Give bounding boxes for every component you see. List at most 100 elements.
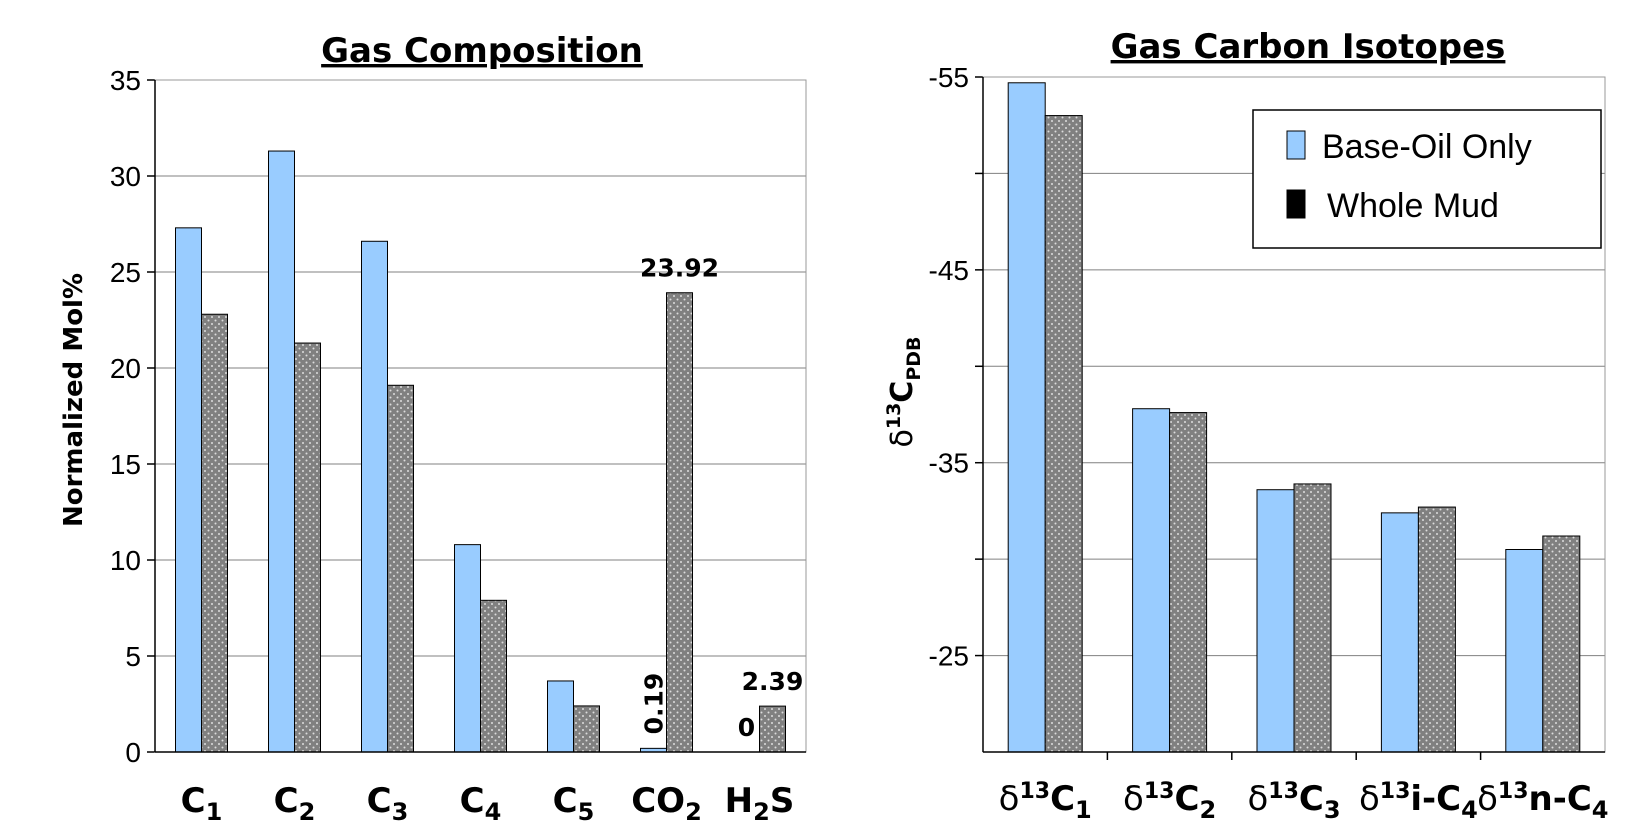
x-category-base: C <box>1050 779 1075 819</box>
x-category-label: H2S <box>725 781 795 823</box>
bar-whole-mud-3 <box>480 599 507 753</box>
x-category-delta: δ <box>999 779 1020 819</box>
legend-swatch-base-oil <box>1286 130 1306 160</box>
isotopes-y-label-delta: δ <box>885 429 920 447</box>
bar-whole-mud-2 <box>1293 483 1332 753</box>
x-category-sup: 13 <box>1498 779 1529 804</box>
gas-carbon-isotopes-title: Gas Carbon Isotopes <box>1111 27 1506 67</box>
x-category-sub: 1 <box>206 798 223 823</box>
bar-base-oil-3 <box>1380 512 1419 753</box>
x-category-base: C <box>460 781 485 821</box>
y-tick-label: 30 <box>110 161 141 192</box>
isotopes-y-label-sup: 13 <box>883 403 905 429</box>
x-category-sub: 2 <box>753 798 770 823</box>
data-label: 0.19 <box>640 673 669 735</box>
x-category-delta: δ <box>1247 779 1268 819</box>
bar-whole-mud-6 <box>759 705 786 753</box>
bar-whole-mud-4 <box>1542 535 1581 753</box>
gas-composition-y-ticks: 0 5 10 15 20 25 30 35 <box>110 65 155 768</box>
x-category-sub: 4 <box>1461 796 1478 823</box>
bar-base-oil-4 <box>1505 549 1544 753</box>
bar-base-oil-1 <box>1132 408 1171 753</box>
x-category-label: C3 <box>367 781 409 823</box>
x-category-sub: 2 <box>1199 796 1216 823</box>
x-category-sub: 2 <box>685 798 702 823</box>
x-category-label: δ13C2 <box>1123 779 1216 823</box>
gas-composition-x-labels: C1 C2 C3 C4 C5 CO2 H2S <box>181 781 795 823</box>
bar-whole-mud-0 <box>1044 115 1083 753</box>
x-category-label: δ13C1 <box>999 779 1092 823</box>
isotopes-legend: Base-Oil Only Whole Mud <box>1252 109 1602 249</box>
x-category-sub: 3 <box>392 798 409 823</box>
isotopes-y-ticks: -25 -35 -45 -55 <box>929 62 969 672</box>
x-category-label: C1 <box>181 781 223 823</box>
x-category-label: C5 <box>553 781 595 823</box>
isotopes-y-label-sub: PDB <box>903 336 925 380</box>
bar-base-oil-3 <box>454 544 481 753</box>
bar-whole-mud-5 <box>666 292 693 753</box>
bar-whole-mud-1 <box>1169 412 1208 753</box>
legend-swatch-whole-mud <box>1286 189 1306 219</box>
y-tick-label: 15 <box>110 449 141 480</box>
y-tick-label: 25 <box>110 257 141 288</box>
x-category-delta: δ <box>1359 779 1380 819</box>
isotopes-y-axis-label: δ13CPDB <box>883 336 925 447</box>
y-tick-label: -35 <box>929 448 969 479</box>
gas-composition-chart: Gas Composition Normalized Mol% 05101520… <box>59 31 807 823</box>
isotopes-y-label-main: C <box>885 381 920 403</box>
x-category-delta: δ <box>1123 779 1144 819</box>
legend-label-base-oil: Base-Oil Only <box>1322 128 1532 166</box>
y-tick-label: 10 <box>110 545 141 576</box>
x-category-sub: 2 <box>299 798 316 823</box>
x-category-sup: 13 <box>1019 779 1050 804</box>
isotopes-bars <box>1007 82 1581 753</box>
x-category-base: C <box>181 781 206 821</box>
x-category-sub: 5 <box>578 798 595 823</box>
gas-composition-data-labels: 23.92 0.19 0 2.39 <box>640 254 804 742</box>
x-category-base: C <box>1174 779 1199 819</box>
x-category-sup: 13 <box>1268 779 1299 804</box>
x-category-sub: 3 <box>1324 796 1341 823</box>
gas-composition-bars <box>175 150 786 753</box>
x-category-sub: 1 <box>1075 796 1092 823</box>
x-category-sup: 13 <box>1380 779 1411 804</box>
x-category-base: C <box>367 781 392 821</box>
x-category-label: δ13n-C4 <box>1477 779 1608 823</box>
gas-composition-title: Gas Composition <box>321 31 643 71</box>
x-category-label: δ13C3 <box>1247 779 1340 823</box>
legend-box <box>1252 109 1602 249</box>
data-label: 0 <box>738 713 755 742</box>
x-category-sup: 13 <box>1144 779 1175 804</box>
x-category-sub: 4 <box>485 798 502 823</box>
bar-whole-mud-1 <box>294 342 321 753</box>
bar-whole-mud-2 <box>387 384 414 753</box>
isotopes-x-labels: δ13C1 δ13C2 δ13C3 δ13i-C4 δ13n-C4 <box>999 752 1609 823</box>
bar-whole-mud-4 <box>573 705 600 753</box>
x-category-base: C <box>1299 779 1324 819</box>
x-category-base: n-C <box>1529 779 1592 819</box>
bar-base-oil-2 <box>361 240 388 753</box>
y-tick-label: -45 <box>929 255 969 286</box>
bar-base-oil-0 <box>175 227 202 753</box>
y-tick-label: 0 <box>125 737 141 768</box>
bar-whole-mud-0 <box>201 313 228 753</box>
bar-base-oil-4 <box>547 680 574 753</box>
x-category-delta: δ <box>1477 779 1498 819</box>
x-category-base: CO <box>631 781 685 821</box>
y-tick-label: -55 <box>929 62 969 93</box>
x-category-base: i-C <box>1410 779 1461 819</box>
x-category-sub: 4 <box>1592 796 1609 823</box>
bar-base-oil-0 <box>1007 82 1046 753</box>
data-label: 23.92 <box>640 254 719 283</box>
y-tick-label: -25 <box>929 641 969 672</box>
y-tick-label: 20 <box>110 353 141 384</box>
x-category-label: δ13i-C4 <box>1359 779 1478 823</box>
data-label: 2.39 <box>742 667 804 696</box>
y-tick-label: 35 <box>110 65 141 96</box>
gas-carbon-isotopes-chart: Gas Carbon Isotopes δ13CPDB -25-35-45-55… <box>883 27 1609 823</box>
gas-composition-y-axis-label: Normalized Mol% <box>59 273 89 527</box>
y-tick-label: 5 <box>125 641 141 672</box>
x-category-base: C <box>553 781 578 821</box>
legend-label-whole-mud: Whole Mud <box>1327 187 1499 225</box>
